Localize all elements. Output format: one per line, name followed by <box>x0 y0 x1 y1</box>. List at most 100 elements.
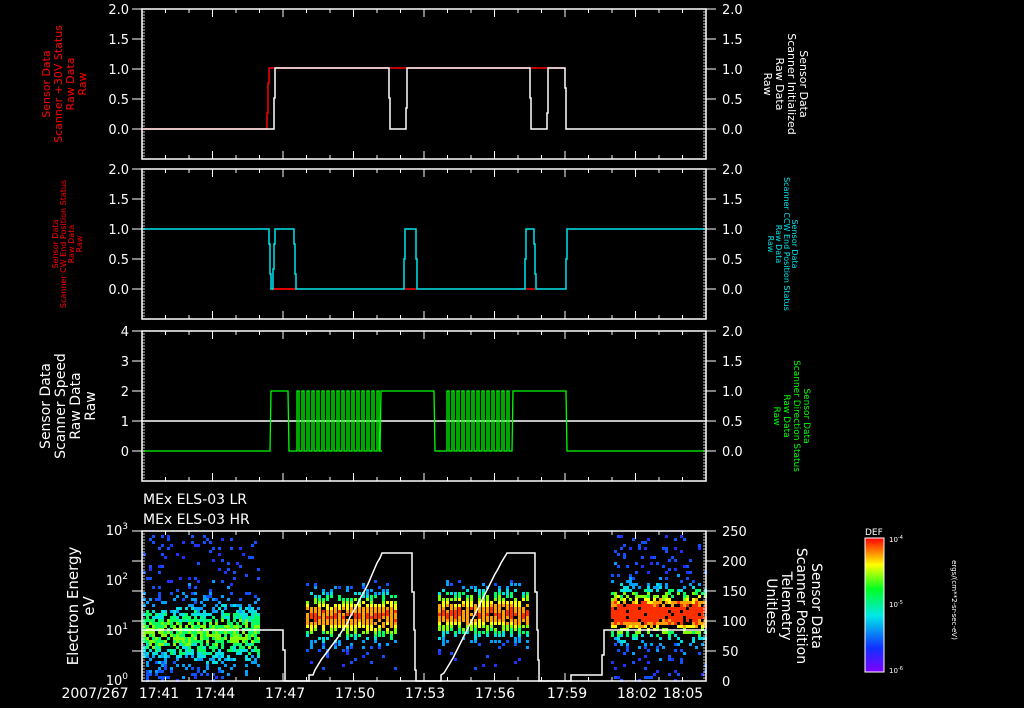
panel1-frame <box>141 8 707 160</box>
panel3-right-ylabel: Sensor Data Scanner Direction Status Raw… <box>771 360 811 472</box>
panel1-left-ylabel: Sensor Data Scanner +30V Status Raw Data… <box>40 25 89 143</box>
series-scanner-initialized <box>142 67 706 130</box>
svg-text:Sensor Data: Sensor Data <box>51 219 60 268</box>
svg-text:10-5: 10-5 <box>889 600 903 609</box>
svg-text:1.0: 1.0 <box>722 223 743 238</box>
svg-text:1: 1 <box>121 415 129 430</box>
panel2-left-ylabel: Sensor Data Scanner CW End Position Stat… <box>51 180 84 308</box>
svg-text:2.0: 2.0 <box>108 3 129 18</box>
panel4-left-yaxis: 103 102 101 100 <box>106 522 129 689</box>
svg-text:Raw: Raw <box>766 236 775 253</box>
panel3-left-ylabel: Sensor Data Scanner Speed Raw Data Raw <box>38 353 99 459</box>
svg-text:17:44: 17:44 <box>195 686 235 702</box>
svg-text:0.5: 0.5 <box>722 253 743 268</box>
svg-text:Unitless: Unitless <box>763 578 779 634</box>
colorbar: DEF 10-4 10-5 10-6 ergs/(cm**2-sr-sec-eV… <box>864 528 958 675</box>
svg-text:Sensor Data: Sensor Data <box>38 363 54 449</box>
panel-scanner-30v-initialized <box>141 8 707 160</box>
svg-text:103: 103 <box>106 522 128 539</box>
svg-text:eV: eV <box>80 596 98 616</box>
svg-text:0.5: 0.5 <box>722 93 743 108</box>
panel4-right-ylabel: Sensor Data Scanner Position Telemetry U… <box>763 548 824 664</box>
svg-text:Scanner CCW End Position Statu: Scanner CCW End Position Status <box>782 177 791 311</box>
svg-text:Raw Data: Raw Data <box>64 58 77 111</box>
svg-text:Sensor Data: Sensor Data <box>797 50 810 117</box>
series-scanner-direction <box>142 390 706 452</box>
svg-text:1.0: 1.0 <box>108 223 129 238</box>
svg-text:0.5: 0.5 <box>108 253 129 268</box>
svg-text:1.5: 1.5 <box>722 355 743 370</box>
svg-text:Electron Energy: Electron Energy <box>64 546 82 665</box>
svg-text:2.0: 2.0 <box>722 163 743 178</box>
svg-text:0.0: 0.0 <box>108 283 129 298</box>
series-30v-status <box>142 67 564 130</box>
svg-text:0.0: 0.0 <box>722 445 743 460</box>
svg-text:Sensor Data: Sensor Data <box>808 563 824 649</box>
svg-text:0: 0 <box>121 445 129 460</box>
svg-text:17:41: 17:41 <box>139 686 179 702</box>
svg-text:3: 3 <box>121 355 129 370</box>
svg-text:Sensor Data: Sensor Data <box>790 219 799 268</box>
svg-text:250: 250 <box>722 525 747 540</box>
svg-text:200: 200 <box>722 555 747 570</box>
svg-text:Raw Data: Raw Data <box>67 225 76 264</box>
svg-text:ergs/(cm**2-sr-sec-eV): ergs/(cm**2-sr-sec-eV) <box>950 560 958 640</box>
svg-text:18:05: 18:05 <box>663 686 703 702</box>
svg-text:Scanner +30V Status: Scanner +30V Status <box>52 25 65 143</box>
svg-text:2007/267: 2007/267 <box>61 686 128 702</box>
panel3-frame <box>141 330 707 482</box>
svg-text:17:56: 17:56 <box>475 686 515 702</box>
spectrogram-heatmap <box>143 535 707 682</box>
svg-text:2.0: 2.0 <box>722 325 743 340</box>
svg-text:Scanner CW End Position Status: Scanner CW End Position Status <box>59 180 68 308</box>
svg-text:0.5: 0.5 <box>722 415 743 430</box>
svg-text:1.5: 1.5 <box>108 33 129 48</box>
axis-ticks <box>132 8 716 682</box>
svg-text:Raw Data: Raw Data <box>774 225 783 264</box>
svg-text:Raw Data: Raw Data <box>68 372 84 439</box>
svg-text:1.5: 1.5 <box>108 193 129 208</box>
panel2-frame <box>141 168 707 320</box>
svg-text:Scanner Direction Status: Scanner Direction Status <box>791 360 801 472</box>
svg-text:17:53: 17:53 <box>405 686 445 702</box>
svg-text:2.0: 2.0 <box>722 3 743 18</box>
series-scanner-position <box>142 552 706 682</box>
svg-text:MEx ELS-03 HR: MEx ELS-03 HR <box>143 512 250 528</box>
svg-text:Raw Data: Raw Data <box>781 394 791 437</box>
panel-scanner-speed-direction <box>141 330 707 482</box>
svg-text:17:59: 17:59 <box>547 686 587 702</box>
svg-text:Telemetry: Telemetry <box>778 570 794 640</box>
svg-text:1.5: 1.5 <box>722 33 743 48</box>
panel4-right-yaxis: 250 200 150 100 50 0 <box>722 525 747 690</box>
svg-text:Raw: Raw <box>83 391 99 420</box>
svg-text:0: 0 <box>722 675 730 690</box>
svg-text:150: 150 <box>722 585 747 600</box>
svg-text:Raw: Raw <box>75 235 84 252</box>
panel1-left-yaxis: 2.0 1.5 1.0 0.5 0.0 <box>108 3 129 138</box>
svg-text:Raw Data: Raw Data <box>773 58 786 111</box>
panel-labels: MEx ELS-03 LR MEx ELS-03 HR <box>143 492 250 528</box>
svg-text:2: 2 <box>121 385 129 400</box>
svg-text:10-4: 10-4 <box>889 535 903 544</box>
svg-text:0.0: 0.0 <box>108 123 129 138</box>
svg-text:Raw: Raw <box>771 407 781 426</box>
svg-text:1.0: 1.0 <box>722 385 743 400</box>
svg-text:1.0: 1.0 <box>108 63 129 78</box>
svg-text:Sensor Data: Sensor Data <box>40 50 53 117</box>
panel1-right-ylabel: Sensor Data Scanner Initialized Raw Data… <box>761 33 810 135</box>
svg-text:102: 102 <box>106 572 128 589</box>
svg-text:MEx ELS-03 LR: MEx ELS-03 LR <box>143 492 247 508</box>
svg-text:Scanner Position: Scanner Position <box>793 548 809 664</box>
svg-text:1.0: 1.0 <box>722 63 743 78</box>
svg-text:100: 100 <box>722 615 747 630</box>
svg-text:Sensor Data: Sensor Data <box>801 388 811 443</box>
panel2-right-ylabel: Sensor Data Scanner CCW End Position Sta… <box>766 177 799 311</box>
svg-text:2.0: 2.0 <box>108 163 129 178</box>
svg-text:10-6: 10-6 <box>889 666 903 675</box>
svg-text:50: 50 <box>722 645 739 660</box>
svg-text:4: 4 <box>121 325 129 340</box>
panel3-right-yaxis: 2.0 1.5 1.0 0.5 0.0 <box>722 325 743 460</box>
svg-text:1.5: 1.5 <box>722 193 743 208</box>
svg-text:18:02: 18:02 <box>617 686 657 702</box>
